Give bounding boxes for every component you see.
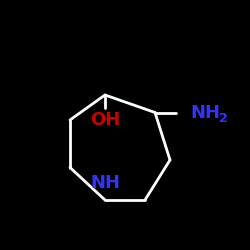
Text: 2: 2	[219, 112, 228, 125]
Text: OH: OH	[90, 111, 120, 129]
Text: NH: NH	[90, 174, 120, 192]
Text: NH: NH	[190, 104, 220, 122]
